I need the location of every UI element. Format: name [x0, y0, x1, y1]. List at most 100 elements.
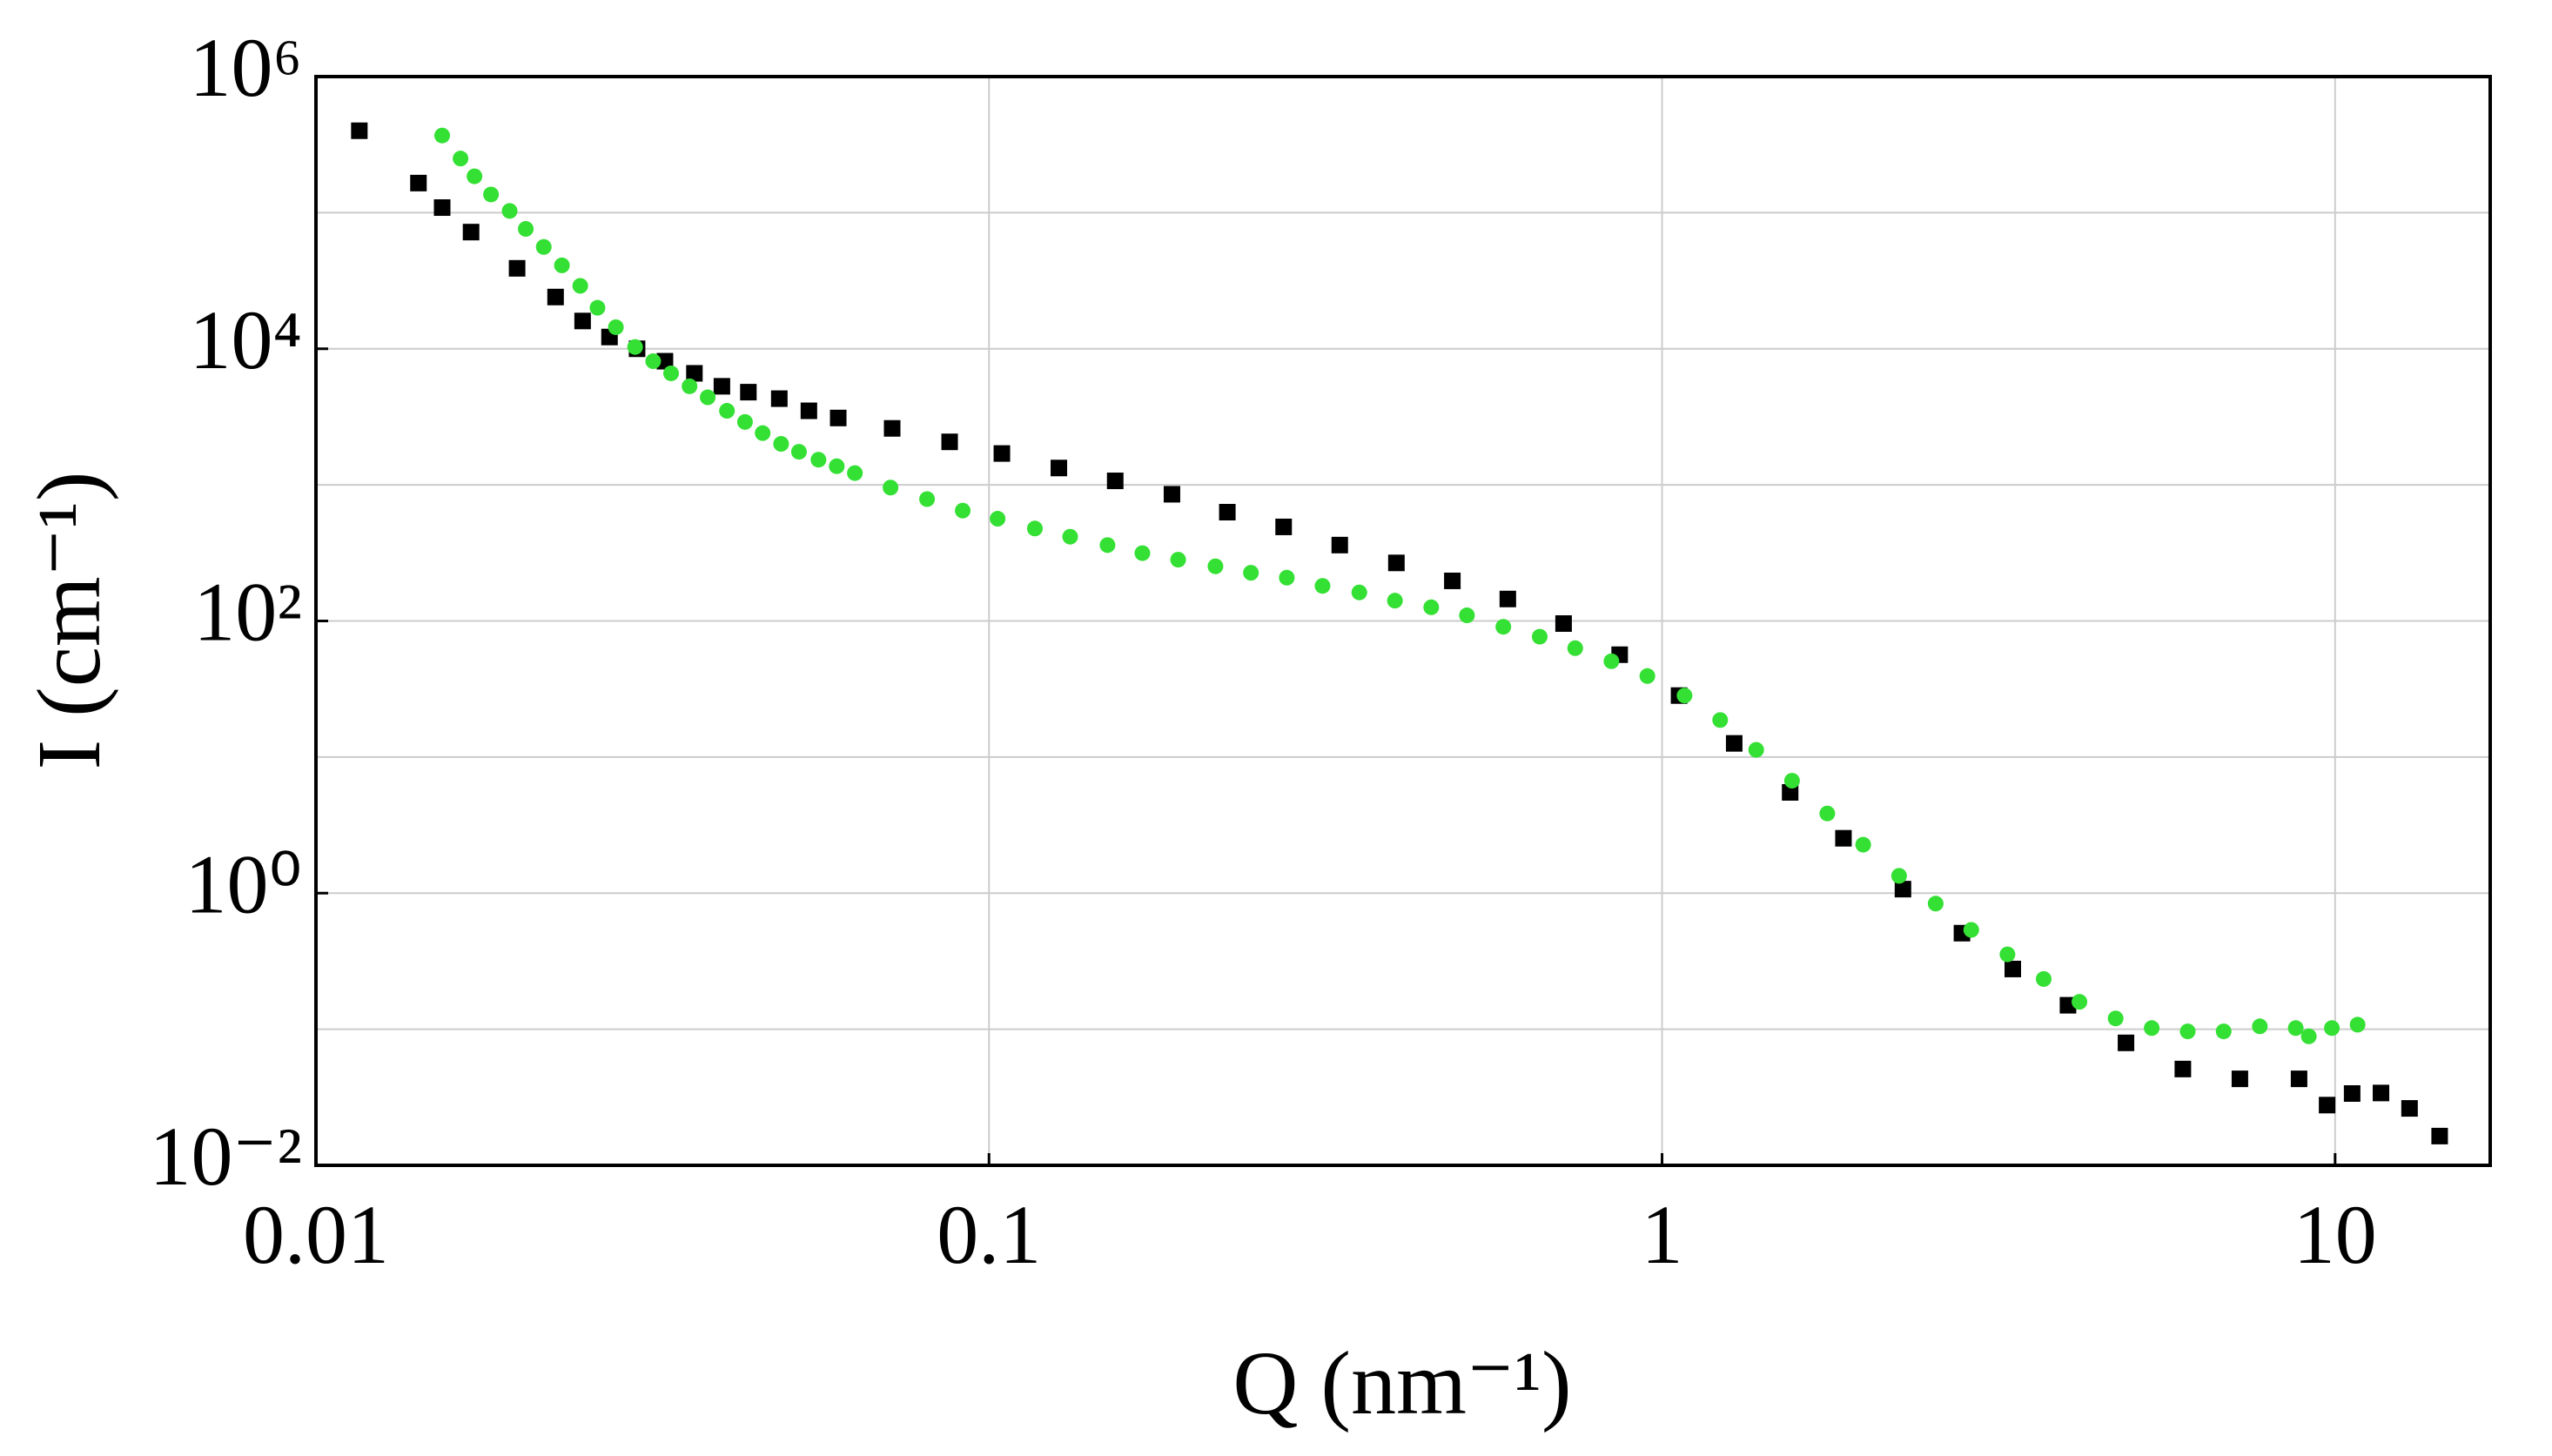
data-point — [1387, 554, 1405, 572]
data-point — [547, 288, 564, 305]
data-point — [2287, 1020, 2304, 1037]
data-point — [1890, 868, 1907, 884]
data-point — [1026, 520, 1043, 537]
x-tick-label: 10 — [2293, 1188, 2377, 1281]
data-point — [535, 238, 552, 255]
data-point — [883, 419, 901, 437]
data-point — [770, 390, 788, 407]
data-point — [2072, 994, 2088, 1010]
data-point — [1387, 593, 1403, 609]
data-point — [2144, 1020, 2160, 1037]
data-point — [1712, 712, 1729, 728]
y-axis-title: I (cm⁻¹) — [19, 471, 119, 769]
data-point — [2215, 1023, 2232, 1040]
data-point — [1639, 668, 1655, 684]
data-point — [1603, 653, 1620, 669]
data-point — [686, 365, 703, 382]
data-point — [755, 425, 771, 441]
data-point — [518, 221, 534, 238]
x-tick-label: 1 — [1642, 1188, 1683, 1281]
x-tick-label: 0.01 — [243, 1188, 389, 1281]
data-point — [1219, 504, 1236, 521]
data-point — [829, 458, 845, 474]
data-point — [589, 299, 606, 316]
marks — [351, 122, 2448, 1144]
data-point — [1748, 741, 1764, 758]
data-point — [2319, 1097, 2336, 1114]
data-point — [627, 339, 643, 355]
data-point — [773, 436, 789, 453]
data-point — [462, 224, 480, 241]
y-tick-label: 10⁴ — [190, 293, 302, 386]
data-point — [1927, 896, 1944, 912]
data-point — [2118, 1034, 2135, 1051]
data-point — [662, 365, 679, 381]
data-point — [682, 378, 698, 394]
data-point — [1099, 537, 1116, 554]
data-point — [434, 127, 451, 144]
x-tick-label: 0.1 — [937, 1188, 1041, 1281]
data-point — [1855, 836, 1871, 853]
data-point — [955, 502, 971, 519]
data-point — [1314, 578, 1331, 594]
y-tick-label: 10⁶ — [190, 21, 302, 114]
data-point — [847, 465, 863, 481]
data-point — [645, 353, 662, 370]
data-point — [1894, 881, 1911, 898]
data-point — [736, 413, 753, 430]
data-point — [1163, 486, 1180, 503]
data-point — [790, 444, 807, 460]
data-point — [2231, 1070, 2248, 1088]
data-point — [1555, 614, 1572, 632]
data-point — [1499, 590, 1516, 607]
data-point — [810, 452, 827, 468]
data-point — [1331, 536, 1348, 554]
data-point — [1170, 552, 1186, 568]
data-point — [656, 352, 674, 370]
data-point — [483, 186, 500, 203]
data-point — [2324, 1020, 2340, 1037]
x-axis-title: Q (nm⁻¹) — [1232, 1333, 1571, 1433]
data-point — [883, 480, 899, 496]
data-point — [1782, 783, 1799, 801]
data-point — [1459, 607, 1475, 624]
data-point — [990, 511, 1006, 527]
data-point — [1835, 829, 1852, 847]
data-point — [574, 312, 591, 330]
y-tick-label: 10² — [193, 566, 302, 659]
data-point — [2035, 970, 2052, 987]
data-point — [2300, 1028, 2317, 1044]
data-point — [1275, 518, 1293, 535]
data-point — [1819, 805, 1836, 822]
data-point — [2107, 1010, 2124, 1027]
data-point — [410, 174, 427, 191]
data-point — [1725, 735, 1743, 752]
data-point — [1279, 569, 1295, 586]
data-point — [1444, 572, 1461, 589]
data-point — [1963, 922, 1979, 938]
data-point — [2179, 1023, 2196, 1040]
data-point — [2290, 1070, 2307, 1088]
data-point — [1676, 688, 1693, 704]
data-point — [941, 433, 958, 451]
data-point — [1051, 460, 1068, 477]
data-point — [1062, 528, 1078, 545]
y-tick-label: 10⁻² — [150, 1110, 302, 1203]
data-point — [1531, 628, 1548, 645]
data-point — [2401, 1100, 2418, 1117]
data-point — [2373, 1084, 2390, 1102]
data-point — [919, 491, 936, 507]
data-point — [1134, 545, 1151, 561]
data-point — [501, 203, 518, 219]
data-point — [740, 384, 757, 401]
data-point — [1106, 473, 1124, 490]
data-point — [1423, 599, 1440, 615]
data-point — [1351, 584, 1367, 601]
data-point — [713, 378, 730, 395]
data-point — [572, 278, 588, 294]
data-point — [2174, 1060, 2192, 1077]
data-point — [700, 389, 716, 406]
data-point — [1783, 773, 1800, 789]
